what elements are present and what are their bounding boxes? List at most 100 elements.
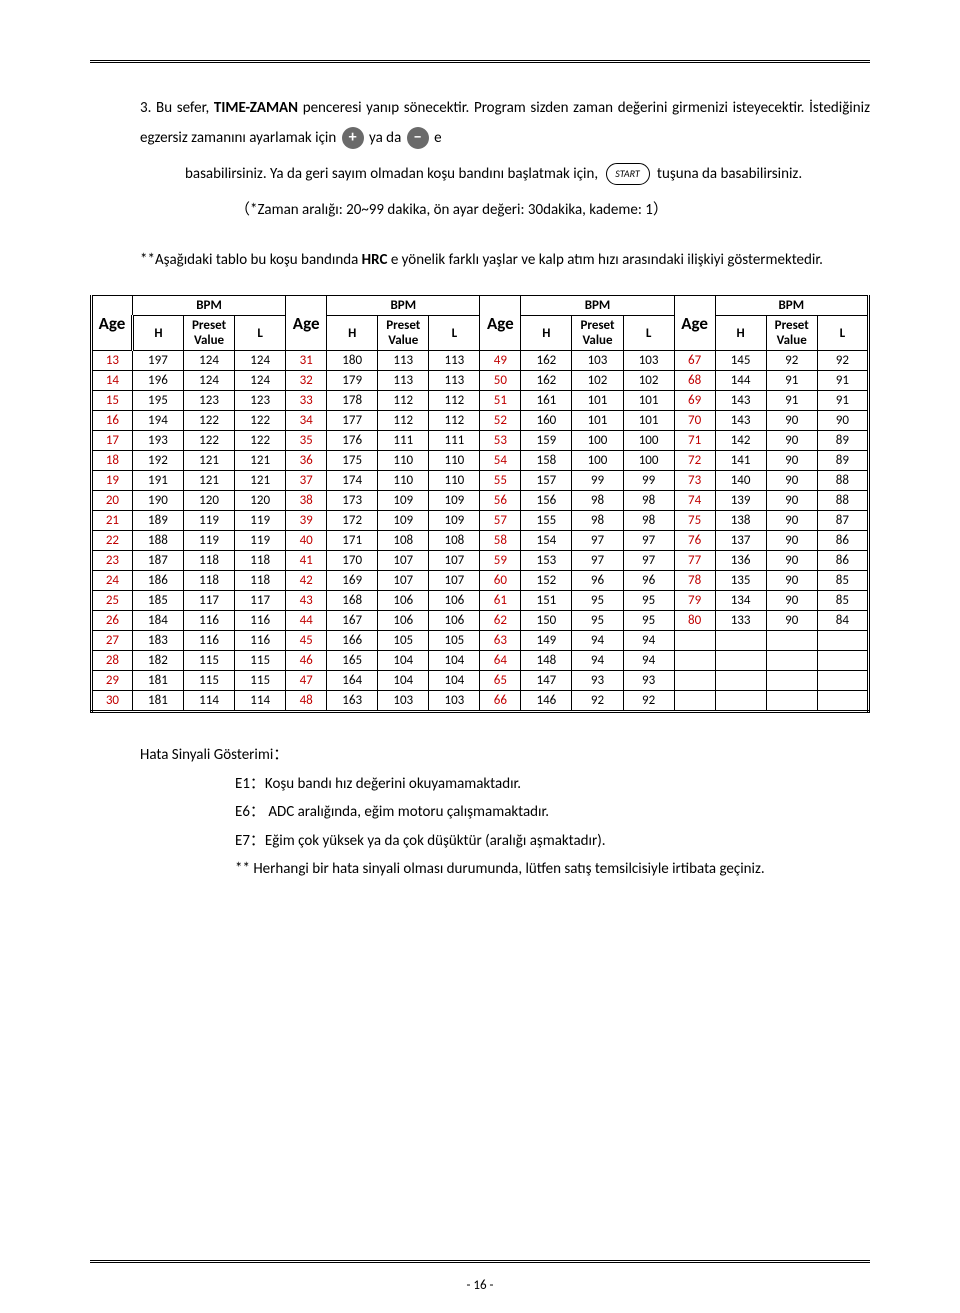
val-cell — [766, 651, 817, 671]
val-cell: 166 — [327, 631, 378, 651]
val-cell: 170 — [327, 551, 378, 571]
age-cell: 40 — [286, 531, 327, 551]
val-cell: 107 — [429, 551, 480, 571]
val-cell: 181 — [132, 691, 183, 712]
h-header-4: H — [715, 316, 766, 351]
val-cell: 85 — [817, 571, 868, 591]
val-cell: 118 — [235, 551, 286, 571]
age-cell: 54 — [480, 451, 521, 471]
p3a: **Aşağıdaki tablo bu koşu bandında — [140, 251, 362, 269]
table-row: 2019012012038173109109561569898741399088 — [92, 491, 869, 511]
val-cell: 168 — [327, 591, 378, 611]
val-cell: 100 — [623, 431, 674, 451]
val-cell: 116 — [235, 631, 286, 651]
val-cell: 191 — [132, 471, 183, 491]
val-cell — [715, 691, 766, 712]
val-cell: 90 — [766, 411, 817, 431]
val-cell — [817, 631, 868, 651]
val-cell: 143 — [715, 391, 766, 411]
table-row: 1919112112137174110110551579999731409088 — [92, 471, 869, 491]
val-cell: 152 — [521, 571, 572, 591]
val-cell: 167 — [327, 611, 378, 631]
table-row: 2818211511546165104104641489494 — [92, 651, 869, 671]
val-cell: 148 — [521, 651, 572, 671]
error-heading: Hata Sinyali Gösterimi： — [90, 741, 870, 770]
intro-paragraph-1: 3. Bu sefer, TIME-ZAMAN penceresi yanıp … — [90, 93, 870, 153]
preset-header-4: Preset Value — [766, 316, 817, 351]
val-cell: 88 — [817, 471, 868, 491]
age-cell: 36 — [286, 451, 327, 471]
val-cell: 138 — [715, 511, 766, 531]
age-cell: 26 — [92, 611, 133, 631]
val-cell — [715, 651, 766, 671]
val-cell: 91 — [817, 391, 868, 411]
val-cell: 135 — [715, 571, 766, 591]
val-cell: 109 — [378, 491, 429, 511]
intro-paragraph-2: basabilirsiniz. Ya da geri sayım olmadan… — [90, 159, 870, 189]
val-cell: 134 — [715, 591, 766, 611]
val-cell: 103 — [623, 351, 674, 371]
val-cell: 113 — [429, 371, 480, 391]
table-row: 2318711811841170107107591539797771369086 — [92, 551, 869, 571]
age-cell: 35 — [286, 431, 327, 451]
age-cell: 56 — [480, 491, 521, 511]
val-cell: 117 — [184, 591, 235, 611]
age-cell: 73 — [674, 471, 715, 491]
val-cell: 102 — [572, 371, 623, 391]
age-cell: 62 — [480, 611, 521, 631]
val-cell: 91 — [766, 371, 817, 391]
val-cell: 93 — [623, 671, 674, 691]
val-cell: 177 — [327, 411, 378, 431]
val-cell: 122 — [184, 411, 235, 431]
val-cell: 119 — [235, 511, 286, 531]
minus-icon: − — [407, 127, 429, 149]
val-cell: 95 — [623, 611, 674, 631]
age-cell: 47 — [286, 671, 327, 691]
val-cell: 156 — [521, 491, 572, 511]
val-cell — [766, 691, 817, 712]
range-note: （*Zaman aralığı: 20~99 dakika, ön ayar d… — [90, 195, 870, 225]
val-cell: 110 — [378, 471, 429, 491]
bpm-header-2: BPM — [327, 296, 480, 316]
val-cell: 103 — [572, 351, 623, 371]
val-cell: 169 — [327, 571, 378, 591]
val-cell: 97 — [572, 551, 623, 571]
val-cell: 120 — [184, 491, 235, 511]
val-cell: 157 — [521, 471, 572, 491]
val-cell: 94 — [623, 631, 674, 651]
age-cell: 77 — [674, 551, 715, 571]
val-cell: 106 — [429, 591, 480, 611]
val-cell: 172 — [327, 511, 378, 531]
bpm-header-4: BPM — [715, 296, 868, 316]
preset-header-2: Preset Value — [378, 316, 429, 351]
val-cell: 194 — [132, 411, 183, 431]
age-cell: 80 — [674, 611, 715, 631]
l-header-1: L — [235, 316, 286, 351]
val-cell: 112 — [429, 411, 480, 431]
val-cell — [715, 671, 766, 691]
val-cell: 92 — [623, 691, 674, 712]
val-cell: 190 — [132, 491, 183, 511]
age-cell: 71 — [674, 431, 715, 451]
age-cell: 57 — [480, 511, 521, 531]
val-cell: 113 — [378, 351, 429, 371]
age-cell — [674, 631, 715, 651]
val-cell: 89 — [817, 431, 868, 451]
val-cell: 160 — [521, 411, 572, 431]
val-cell: 98 — [572, 491, 623, 511]
table-row: 1619412212234177112112521601011017014390… — [92, 411, 869, 431]
val-cell: 176 — [327, 431, 378, 451]
age-cell: 67 — [674, 351, 715, 371]
val-cell: 118 — [235, 571, 286, 591]
val-cell — [817, 651, 868, 671]
age-cell: 16 — [92, 411, 133, 431]
val-cell: 124 — [235, 371, 286, 391]
val-cell: 143 — [715, 411, 766, 431]
val-cell: 104 — [378, 651, 429, 671]
hrc-bold: HRC — [362, 251, 388, 269]
val-cell: 106 — [378, 611, 429, 631]
l-header-2: L — [429, 316, 480, 351]
start-icon: START — [606, 163, 650, 185]
val-cell — [766, 631, 817, 651]
val-cell: 124 — [184, 351, 235, 371]
